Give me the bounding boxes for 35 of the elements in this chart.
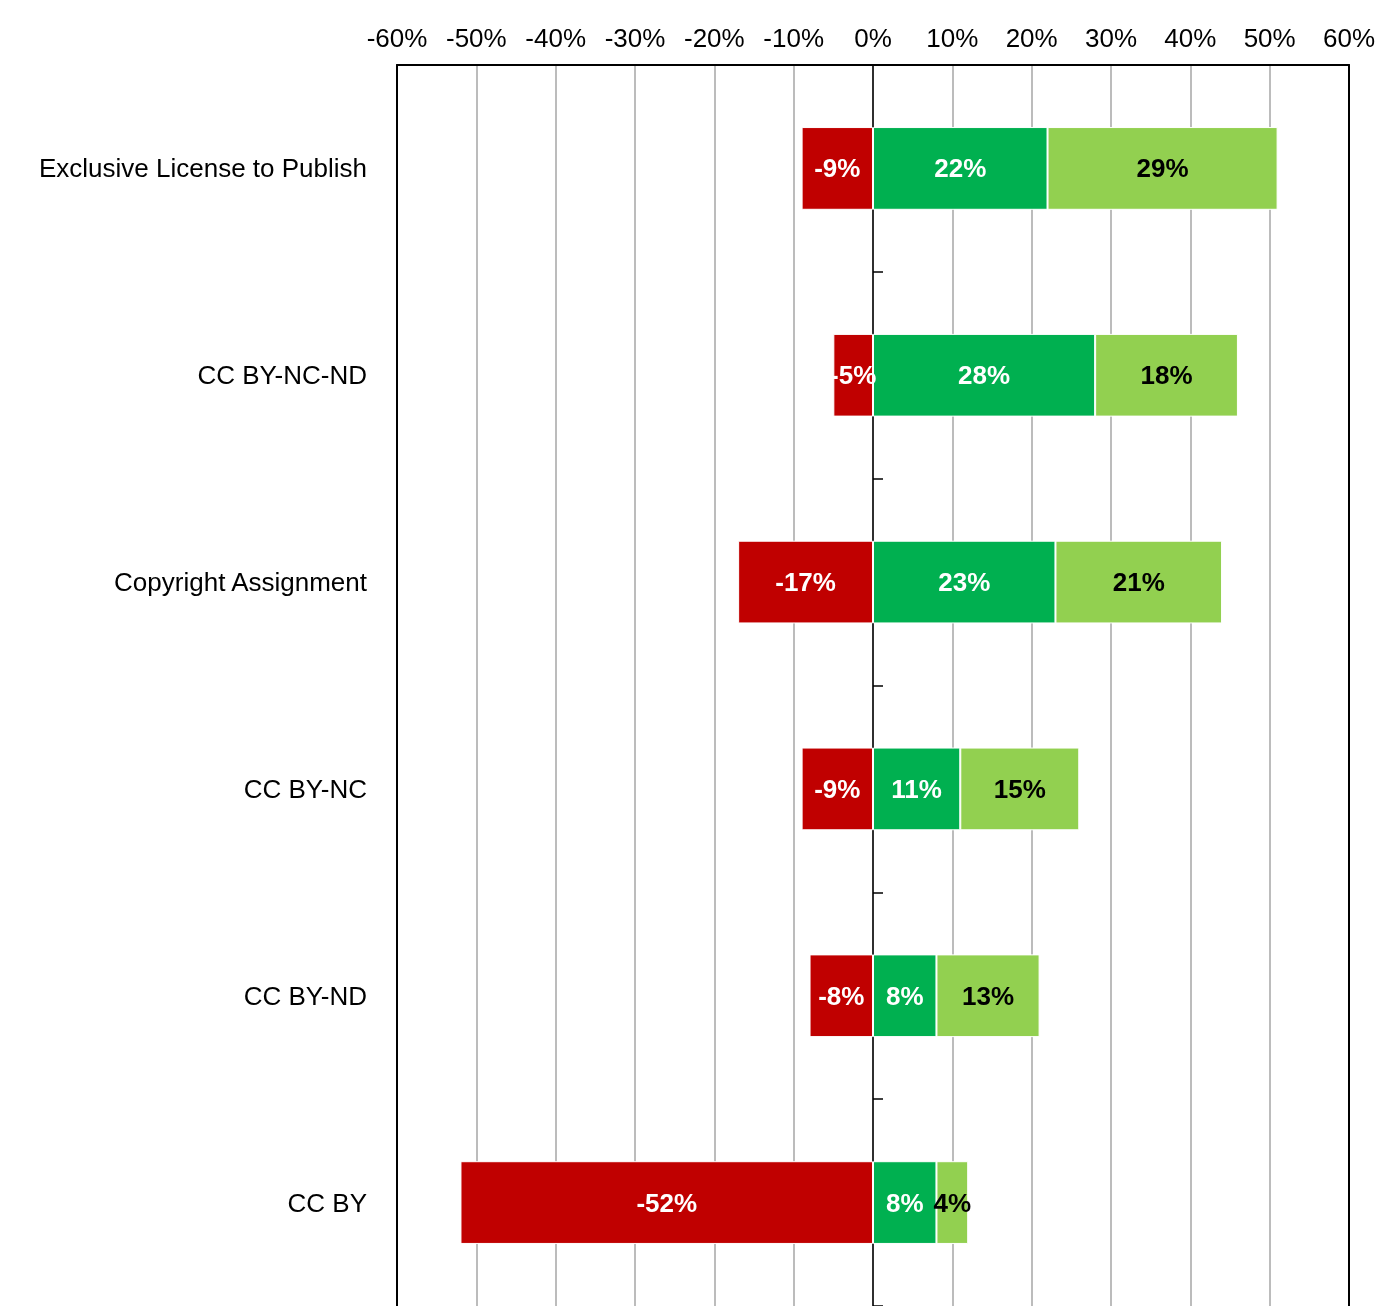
x-tick-label: -60% — [366, 23, 428, 53]
data-label: 18% — [1140, 360, 1193, 391]
data-label: 8% — [885, 980, 924, 1011]
data-label: 11% — [891, 773, 942, 804]
y-tick-label: CC BY — [287, 1187, 367, 1218]
data-label: -9% — [814, 153, 861, 184]
data-label: 13% — [962, 980, 1015, 1011]
y-tick-label: CC BY-NC-ND — [197, 360, 367, 391]
x-tick-label: 40% — [1164, 23, 1217, 53]
x-tick-label: -10% — [763, 23, 825, 53]
x-tick-label: 0% — [854, 23, 892, 53]
x-tick-label: -20% — [683, 23, 745, 53]
data-label: 15% — [993, 773, 1046, 804]
x-tick-label: 20% — [1005, 23, 1058, 53]
y-tick-label: Copyright Assignment — [114, 567, 368, 598]
data-label: 8% — [885, 1187, 924, 1218]
y-tick-label: CC BY-NC — [243, 773, 367, 804]
x-tick-label: 60% — [1322, 23, 1376, 53]
x-tick-label: 30% — [1084, 23, 1138, 53]
data-label: 21% — [1112, 567, 1165, 598]
x-tick-label: -50% — [445, 23, 507, 53]
y-tick-label: CC BY-ND — [243, 980, 367, 1011]
data-label: 29% — [1136, 153, 1189, 184]
x-tick-label: -40% — [525, 23, 587, 53]
data-label: 28% — [958, 360, 1011, 391]
data-label: -17% — [775, 567, 836, 598]
x-tick-label: -30% — [604, 23, 666, 53]
x-tick-label: 10% — [926, 23, 979, 53]
data-label: -8% — [818, 980, 865, 1011]
x-tick-label: 50% — [1243, 23, 1296, 53]
data-label: -52% — [636, 1187, 698, 1218]
y-tick-label: Exclusive License to Publish — [38, 153, 367, 184]
data-label: -9% — [814, 773, 861, 804]
data-label: 23% — [938, 567, 991, 598]
data-label: 22% — [934, 153, 987, 184]
